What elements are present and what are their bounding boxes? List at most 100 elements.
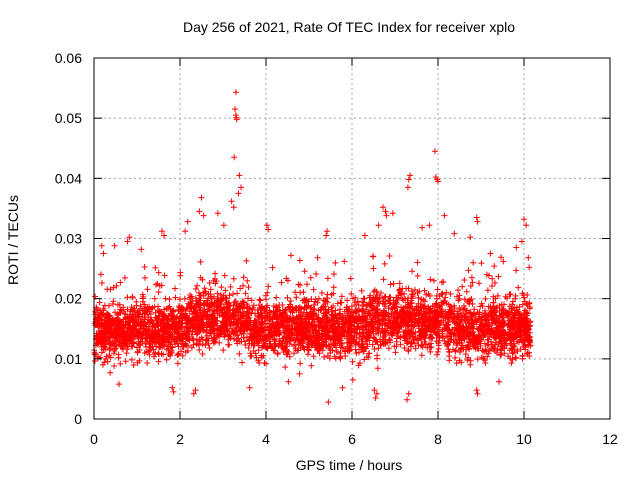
data-point	[488, 311, 495, 318]
data-point	[523, 321, 530, 328]
data-point	[253, 338, 260, 345]
data-point	[199, 323, 206, 330]
data-point	[434, 324, 441, 331]
data-point	[127, 328, 134, 335]
data-point	[164, 339, 171, 346]
data-point	[368, 318, 375, 325]
data-point	[201, 300, 208, 307]
data-point	[373, 310, 380, 317]
data-point	[365, 354, 372, 361]
data-point	[260, 327, 267, 334]
data-point	[465, 267, 472, 274]
data-point	[94, 314, 101, 321]
data-point	[244, 326, 251, 333]
data-point	[257, 297, 264, 304]
data-point	[348, 303, 355, 310]
data-point	[274, 327, 281, 334]
data-point	[373, 338, 380, 345]
data-point	[261, 342, 268, 349]
data-point	[391, 304, 398, 311]
data-point	[133, 327, 140, 334]
y-tick-label: 0.04	[55, 170, 82, 186]
data-point	[243, 308, 250, 315]
data-point	[459, 326, 466, 333]
data-point	[340, 321, 347, 328]
data-point	[389, 210, 396, 217]
data-point	[504, 322, 511, 329]
data-point	[485, 336, 492, 343]
data-point	[275, 323, 282, 330]
data-point	[518, 336, 525, 343]
data-point	[272, 340, 279, 347]
data-point	[447, 336, 454, 343]
data-point	[508, 360, 515, 367]
data-point	[295, 347, 302, 354]
data-point	[519, 301, 526, 308]
data-point	[331, 353, 338, 360]
data-point	[467, 310, 474, 317]
data-point	[122, 314, 129, 321]
data-point	[158, 340, 165, 347]
data-point	[240, 310, 247, 317]
data-point	[287, 315, 294, 322]
data-point	[332, 259, 339, 266]
data-point	[216, 307, 223, 314]
data-point	[392, 305, 399, 312]
data-point	[350, 309, 357, 316]
data-point	[485, 316, 492, 323]
data-point	[169, 384, 176, 391]
data-point	[325, 399, 332, 406]
data-point	[232, 331, 239, 338]
data-point	[407, 300, 414, 307]
data-point	[326, 334, 333, 341]
data-point	[415, 342, 422, 349]
data-point	[155, 358, 162, 365]
data-point	[269, 315, 276, 322]
data-point	[394, 318, 401, 325]
data-point	[184, 347, 191, 354]
data-point	[206, 323, 213, 330]
data-point	[494, 346, 501, 353]
data-point	[149, 323, 156, 330]
data-point	[102, 344, 109, 351]
x-tick-label: 4	[262, 431, 270, 447]
data-point	[265, 226, 272, 233]
data-point	[285, 348, 292, 355]
data-point	[305, 346, 312, 353]
data-point	[361, 356, 368, 363]
data-point	[214, 297, 221, 304]
data-point	[221, 331, 228, 338]
data-point	[431, 148, 438, 155]
data-point	[414, 259, 421, 266]
data-point	[106, 341, 113, 348]
data-point	[468, 320, 475, 327]
data-point	[271, 311, 278, 318]
data-point	[305, 316, 312, 323]
data-point	[105, 327, 112, 334]
data-point	[484, 342, 491, 349]
data-point	[464, 356, 471, 363]
data-point	[235, 335, 242, 342]
data-point	[462, 316, 469, 323]
data-point	[397, 334, 404, 341]
data-point	[214, 210, 221, 217]
data-point	[393, 309, 400, 316]
data-point	[99, 361, 106, 368]
data-point	[336, 324, 343, 331]
data-point	[521, 294, 528, 301]
data-point	[397, 341, 404, 348]
data-point	[405, 322, 412, 329]
data-point	[405, 319, 412, 326]
data-point	[255, 347, 262, 354]
data-point	[361, 232, 368, 239]
data-point	[513, 244, 520, 251]
data-point	[279, 340, 286, 347]
data-point	[327, 335, 334, 342]
data-point	[458, 312, 465, 319]
data-point	[188, 331, 195, 338]
data-point	[369, 341, 376, 348]
data-point	[328, 311, 335, 318]
data-point	[394, 296, 401, 303]
data-point	[368, 304, 375, 311]
data-point	[357, 343, 364, 350]
